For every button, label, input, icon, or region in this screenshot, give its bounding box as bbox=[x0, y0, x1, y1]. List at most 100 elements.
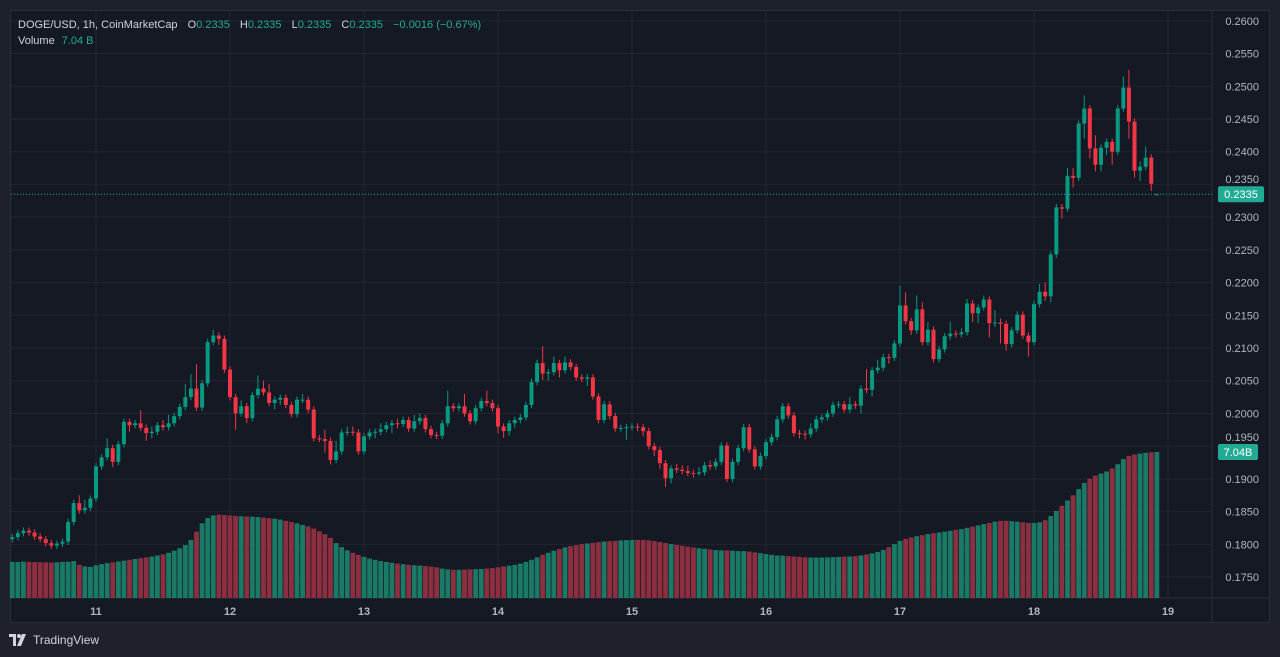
candle-body bbox=[920, 309, 925, 343]
candle-body bbox=[697, 472, 701, 474]
volume-bar bbox=[328, 537, 333, 598]
volume-bar bbox=[350, 552, 356, 598]
candle-body bbox=[222, 338, 227, 370]
candle-body bbox=[401, 420, 406, 424]
candle-body bbox=[429, 429, 433, 436]
volume-bar bbox=[216, 514, 222, 598]
volume-bar bbox=[746, 551, 752, 598]
candle-body bbox=[948, 333, 953, 337]
candle-body bbox=[646, 431, 651, 447]
volume-bar bbox=[283, 520, 289, 598]
volume-bar bbox=[110, 562, 116, 598]
candle-body bbox=[535, 363, 540, 383]
candle-body bbox=[172, 416, 177, 424]
volume-bar bbox=[841, 556, 847, 598]
candle-body bbox=[116, 444, 121, 462]
volume-bar bbox=[115, 561, 121, 598]
volume-bar bbox=[579, 544, 585, 598]
candle-body bbox=[88, 498, 93, 508]
volume-bar bbox=[333, 543, 339, 598]
volume-bar bbox=[741, 551, 747, 598]
candle-body bbox=[758, 455, 763, 467]
candle-body bbox=[780, 406, 785, 420]
volume-bar bbox=[802, 557, 808, 598]
candle-body bbox=[769, 437, 774, 443]
candle-body bbox=[272, 399, 277, 403]
candle-body bbox=[970, 303, 975, 314]
volume-bar bbox=[1137, 453, 1143, 598]
legend-volume-label[interactable]: Volume bbox=[18, 35, 55, 47]
legend-low-label: L bbox=[291, 19, 298, 31]
volume-bar bbox=[1076, 489, 1082, 598]
candle-body bbox=[579, 377, 584, 379]
volume-bar bbox=[1014, 521, 1020, 598]
volume-bar bbox=[266, 518, 272, 598]
volume-bar bbox=[791, 556, 797, 598]
volume-bar bbox=[166, 552, 171, 598]
legend: DOGE/USD, 1h, CoinMarketCap O0.2335 H0.2… bbox=[18, 17, 481, 49]
candle-body bbox=[1121, 87, 1126, 109]
candle-body bbox=[456, 406, 461, 409]
volume-bar bbox=[473, 569, 479, 598]
candle-body bbox=[484, 401, 489, 403]
volume-bar bbox=[322, 534, 328, 598]
volume-bar bbox=[249, 516, 255, 598]
volume-bar bbox=[852, 556, 858, 598]
volume-bar bbox=[975, 525, 981, 598]
volume-bar bbox=[344, 550, 350, 598]
volume-bar bbox=[914, 536, 920, 598]
candle-body bbox=[685, 471, 690, 474]
candle-body bbox=[121, 421, 126, 445]
volume-bar bbox=[378, 561, 384, 598]
candle-body bbox=[607, 404, 612, 417]
candle-body bbox=[1099, 147, 1103, 165]
volume-bar bbox=[1048, 516, 1054, 598]
candle-body bbox=[674, 468, 679, 470]
tradingview-brand[interactable]: TradingView bbox=[9, 633, 99, 647]
tradingview-logo-icon bbox=[9, 634, 26, 646]
candle-body bbox=[389, 423, 394, 426]
price-tick-label: 0.2450 bbox=[1225, 114, 1259, 126]
candle-body bbox=[233, 397, 238, 414]
price-tick-label: 0.1950 bbox=[1225, 432, 1259, 444]
time-tick-label: 14 bbox=[492, 606, 505, 618]
volume-bar bbox=[707, 549, 713, 598]
volume-bar bbox=[238, 516, 244, 598]
candle-body bbox=[289, 404, 294, 415]
volume-bar bbox=[808, 557, 814, 598]
candle-body bbox=[1087, 108, 1092, 149]
candle-body bbox=[831, 404, 835, 414]
candle-body bbox=[1093, 148, 1098, 165]
candle-body bbox=[490, 402, 495, 409]
candle-body bbox=[909, 321, 914, 331]
volume-bar bbox=[618, 540, 624, 598]
candle-body bbox=[66, 522, 71, 542]
candle-body bbox=[529, 382, 534, 405]
candle-body bbox=[574, 366, 579, 378]
time-tick-label: 18 bbox=[1028, 606, 1040, 618]
candle-body bbox=[161, 425, 165, 428]
legend-symbol[interactable]: DOGE/USD, 1h, CoinMarketCap bbox=[18, 19, 178, 31]
volume-bar bbox=[1020, 522, 1026, 598]
candle-body bbox=[373, 431, 378, 433]
candle-body bbox=[417, 418, 422, 422]
candle-body bbox=[669, 468, 674, 479]
candle-body bbox=[708, 465, 713, 467]
volume-bar bbox=[367, 558, 372, 598]
volume-bar bbox=[981, 524, 987, 598]
volume-bar bbox=[758, 553, 763, 598]
volume-bar bbox=[590, 542, 596, 598]
volume-bar bbox=[903, 538, 908, 598]
volume-bar bbox=[93, 565, 99, 598]
candle-body bbox=[250, 395, 255, 419]
volume-bar bbox=[143, 557, 149, 598]
price-tick-label: 0.1750 bbox=[1225, 572, 1259, 584]
candle-body bbox=[1004, 323, 1009, 345]
candle-body bbox=[244, 406, 249, 419]
candle-body bbox=[127, 421, 132, 426]
candle-body bbox=[507, 423, 512, 432]
volume-bar bbox=[702, 548, 707, 598]
volume-bar bbox=[294, 523, 300, 598]
volume-bar bbox=[21, 561, 26, 598]
